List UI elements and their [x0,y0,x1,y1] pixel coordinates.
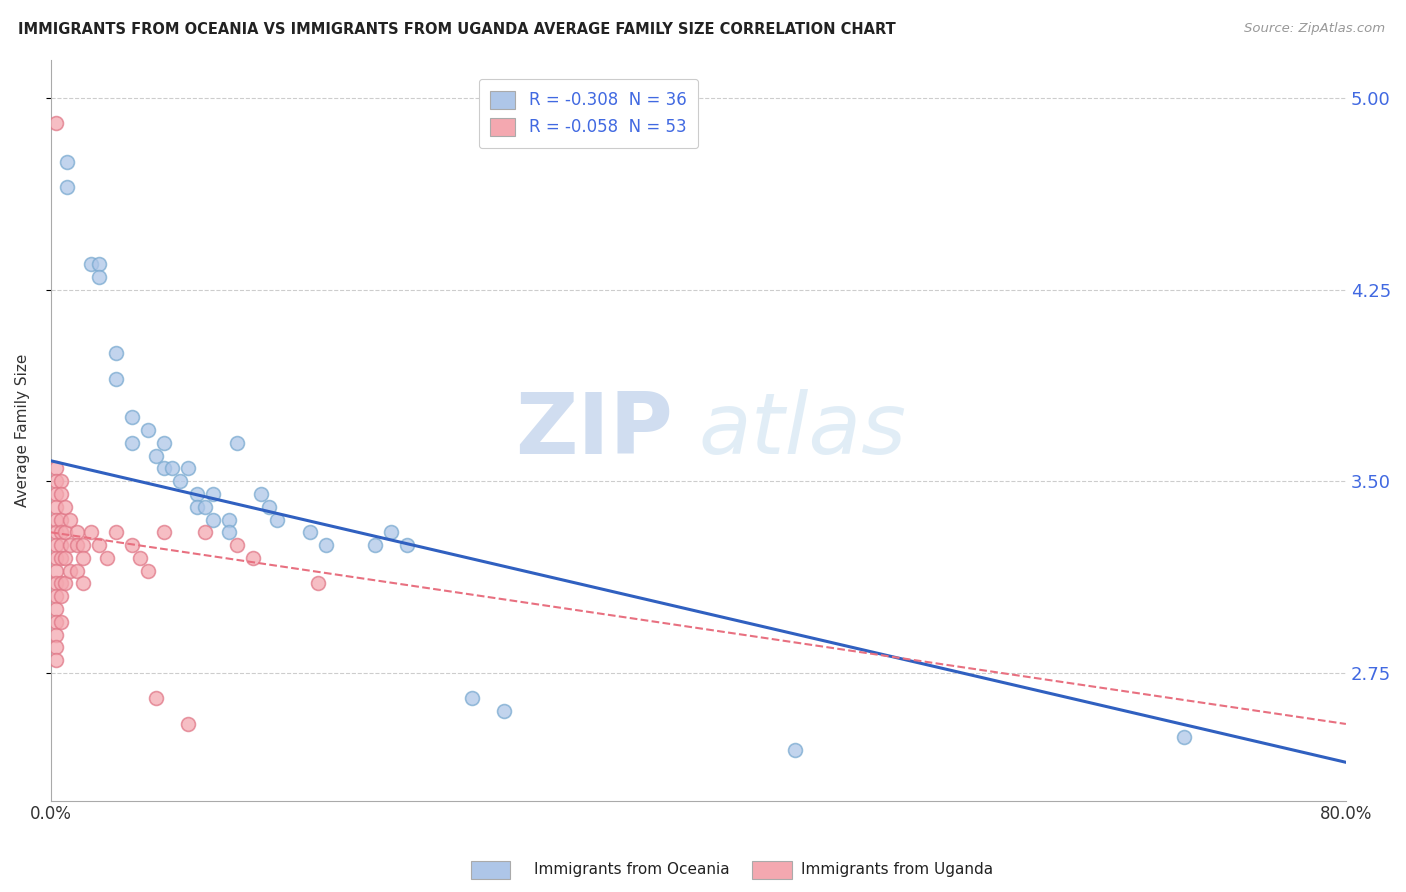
Point [186,487,208,501]
Text: Immigrants from Uganda: Immigrants from Uganda [801,863,994,877]
Point [66,525,89,540]
Point [194,500,217,514]
Point [145,691,167,706]
Text: atlas: atlas [699,389,907,472]
Point [45,487,67,501]
Point [494,704,516,718]
Point [121,538,143,552]
Point [461,691,484,706]
Point [250,487,273,501]
Point [55,500,77,514]
Point [153,525,176,540]
Point [45,474,67,488]
Point [395,538,418,552]
Point [226,538,249,552]
Point [298,525,321,540]
Point [145,449,167,463]
Legend: R = -0.308  N = 36, R = -0.058  N = 53: R = -0.308 N = 36, R = -0.058 N = 53 [478,79,697,148]
Point [45,640,67,655]
Point [45,615,67,629]
Point [45,525,67,540]
Point [45,512,67,526]
Point [89,257,111,271]
Point [121,410,143,425]
Point [56,180,79,194]
Point [45,564,67,578]
Point [49,512,72,526]
Point [242,550,264,565]
Point [45,500,67,514]
Point [66,564,89,578]
Point [153,461,176,475]
Point [45,576,67,591]
Point [177,717,200,731]
Point [49,474,72,488]
Point [55,550,77,565]
Point [80,257,103,271]
Text: IMMIGRANTS FROM OCEANIA VS IMMIGRANTS FROM UGANDA AVERAGE FAMILY SIZE CORRELATIO: IMMIGRANTS FROM OCEANIA VS IMMIGRANTS FR… [18,22,896,37]
Point [45,461,67,475]
Point [226,436,249,450]
Point [380,525,402,540]
Point [72,538,94,552]
Point [89,269,111,284]
Point [307,576,329,591]
Point [363,538,385,552]
Point [45,550,67,565]
Point [45,653,67,667]
Point [59,564,82,578]
Point [55,576,77,591]
Point [49,576,72,591]
Text: ZIP: ZIP [515,389,672,472]
Point [128,550,150,565]
Point [266,512,288,526]
Point [315,538,337,552]
Point [136,423,159,437]
Point [186,500,208,514]
Point [49,550,72,565]
Point [259,500,281,514]
Point [59,538,82,552]
Point [201,512,224,526]
Point [194,525,217,540]
Point [104,346,127,360]
Point [104,372,127,386]
Point [49,615,72,629]
Point [66,538,89,552]
Point [49,525,72,540]
Point [72,576,94,591]
Point [218,525,240,540]
Text: Source: ZipAtlas.com: Source: ZipAtlas.com [1244,22,1385,36]
Point [1173,730,1195,744]
Point [55,525,77,540]
Point [56,154,79,169]
Point [96,550,118,565]
Point [177,461,200,475]
Point [45,602,67,616]
Point [45,589,67,603]
Point [89,538,111,552]
Point [45,627,67,641]
Point [153,436,176,450]
Point [121,436,143,450]
Y-axis label: Average Family Size: Average Family Size [15,353,30,507]
Text: Immigrants from Oceania: Immigrants from Oceania [534,863,730,877]
Point [218,512,240,526]
Point [104,525,127,540]
Point [45,538,67,552]
Point [49,589,72,603]
Point [162,461,184,475]
Point [59,512,82,526]
Point [136,564,159,578]
Point [72,550,94,565]
Point [49,487,72,501]
Point [169,474,191,488]
Point [49,538,72,552]
Point [785,742,807,756]
Point [80,525,103,540]
Point [201,487,224,501]
Point [45,116,67,130]
